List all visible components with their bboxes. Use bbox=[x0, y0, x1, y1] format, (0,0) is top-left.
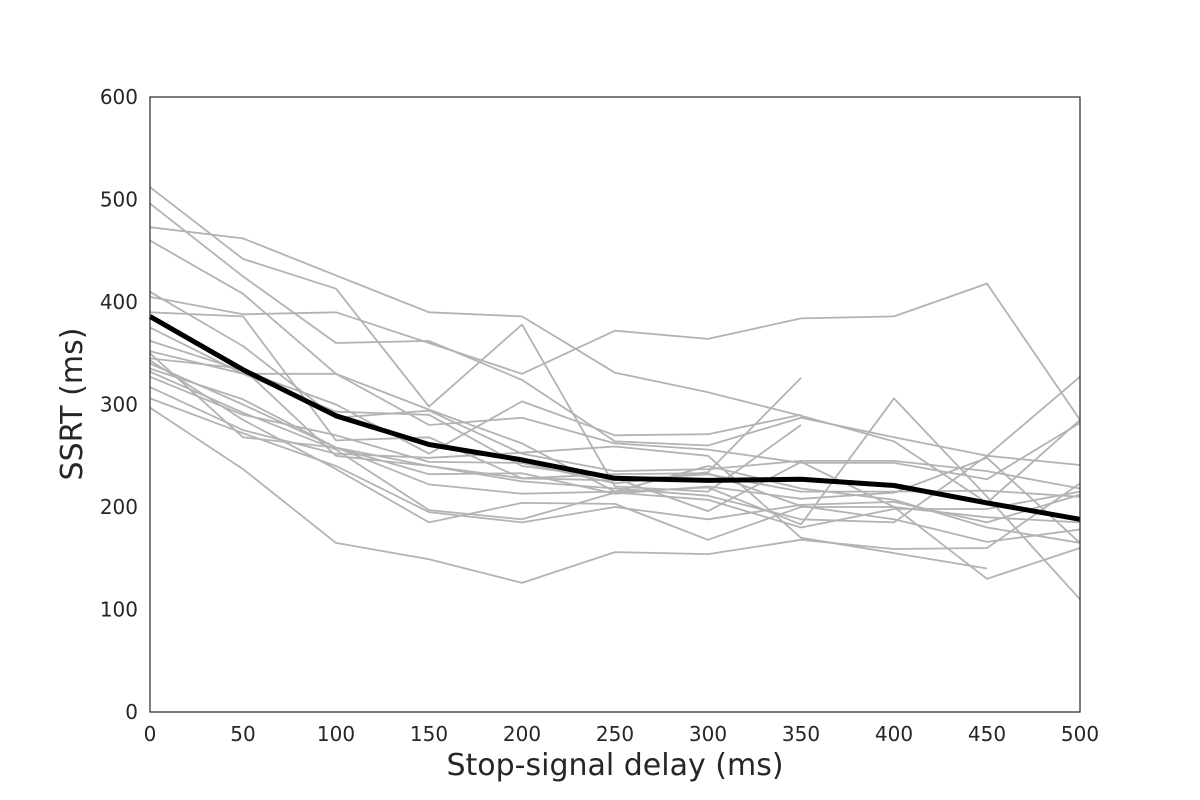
subject-line-17 bbox=[149, 397, 1081, 524]
subject-line-2 bbox=[149, 202, 1081, 466]
x-tick-label: 50 bbox=[230, 722, 255, 746]
subject-line-18 bbox=[149, 406, 1081, 584]
subject-line-20 bbox=[149, 359, 1081, 580]
x-tick-label: 450 bbox=[968, 722, 1006, 746]
x-tick-label: 350 bbox=[782, 722, 820, 746]
subject-line-6 bbox=[149, 282, 1081, 421]
subject-line-3 bbox=[149, 226, 1081, 504]
mean-line bbox=[148, 314, 1081, 522]
y-axis-ticks: 0 100 200 300 400 500 600 bbox=[100, 85, 138, 724]
subject-line-19 bbox=[149, 352, 1081, 543]
y-tick-label: 200 bbox=[100, 495, 138, 519]
subject-line-4 bbox=[149, 239, 1081, 481]
x-axis-ticks: 0 50 100 150 200 250 300 350 400 450 500 bbox=[144, 722, 1099, 746]
y-tick-label: 600 bbox=[100, 85, 138, 109]
x-tick-label: 250 bbox=[596, 722, 634, 746]
x-tick-label: 100 bbox=[317, 722, 355, 746]
x-tick-label: 500 bbox=[1061, 722, 1099, 746]
subject-line-13 bbox=[149, 367, 1081, 600]
x-tick-label: 200 bbox=[503, 722, 541, 746]
x-tick-label: 0 bbox=[144, 722, 157, 746]
y-tick-label: 300 bbox=[100, 393, 138, 417]
x-tick-label: 150 bbox=[410, 722, 448, 746]
y-axis-label: SSRT (ms) bbox=[55, 328, 90, 481]
plot-frame bbox=[149, 96, 1081, 713]
mean-line-group bbox=[148, 314, 1081, 522]
x-tick-label: 400 bbox=[875, 722, 913, 746]
subject-line-1 bbox=[149, 186, 802, 493]
subject-line-12 bbox=[149, 362, 1081, 544]
y-tick-label: 0 bbox=[125, 700, 138, 724]
x-axis-label: Stop-signal delay (ms) bbox=[446, 748, 783, 783]
y-tick-label: 400 bbox=[100, 290, 138, 314]
y-tick-label: 100 bbox=[100, 598, 138, 622]
subject-line-11 bbox=[149, 357, 1081, 524]
y-tick-label: 500 bbox=[100, 188, 138, 212]
x-tick-label: 300 bbox=[689, 722, 727, 746]
